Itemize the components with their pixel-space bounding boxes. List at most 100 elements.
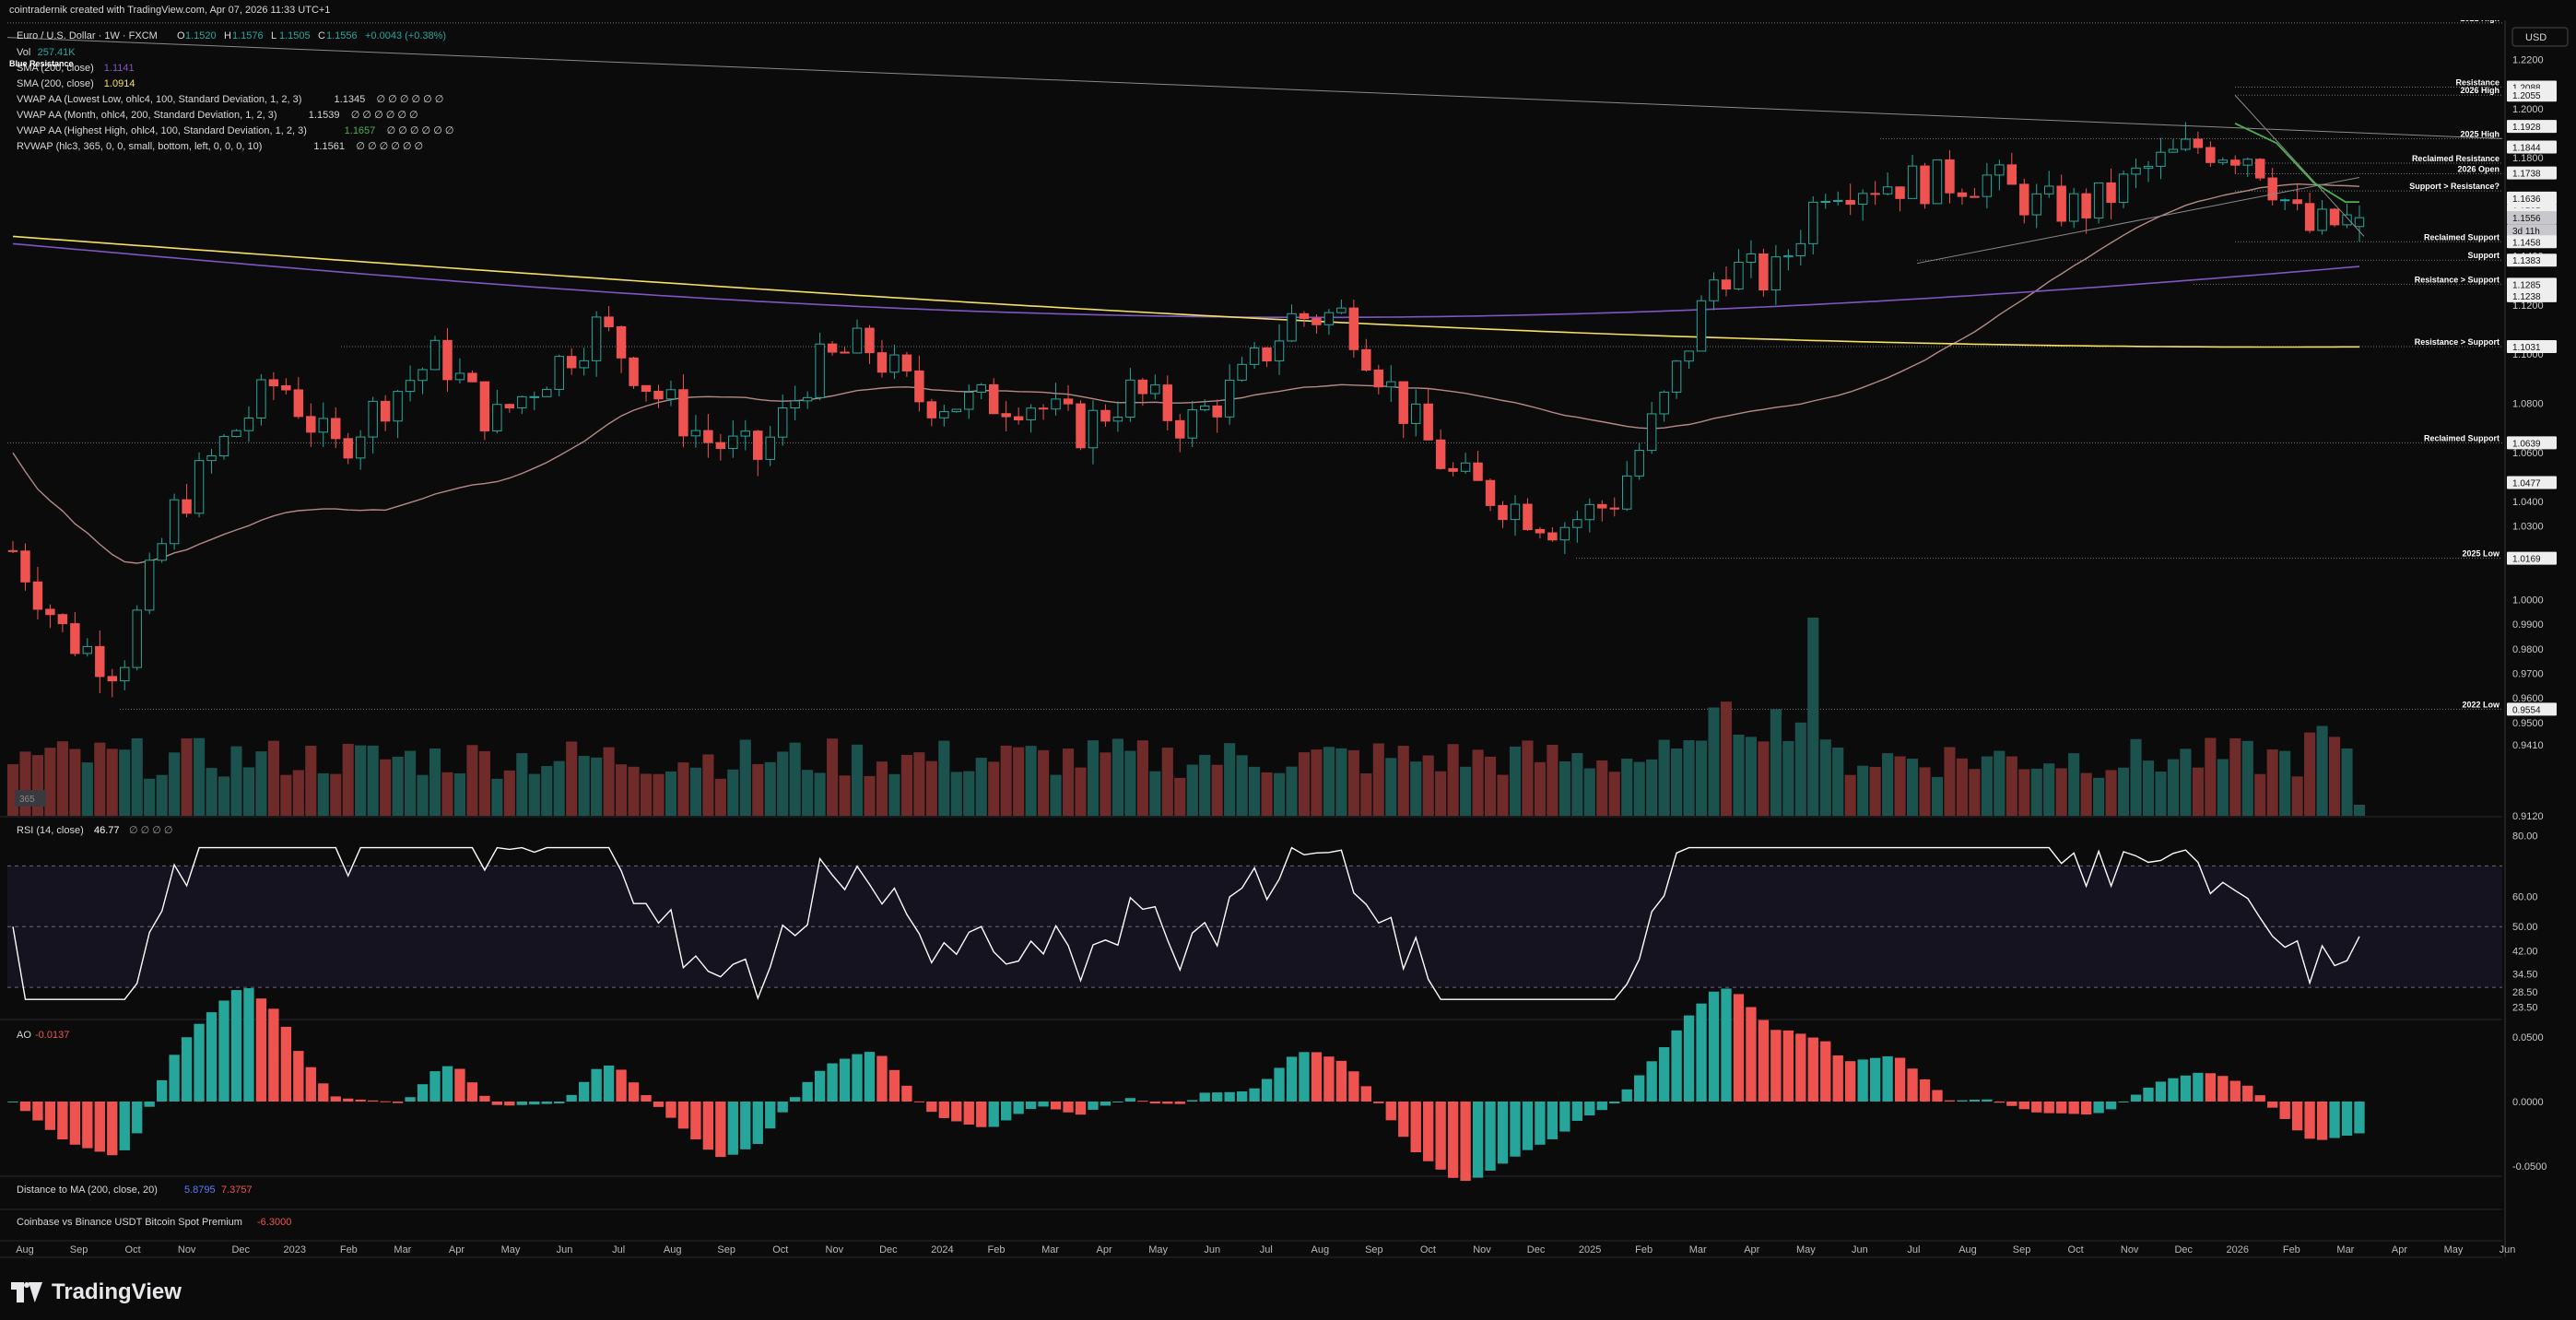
volume-bar — [1112, 738, 1123, 816]
candle-body — [182, 499, 192, 514]
currency-button[interactable]: USD — [2511, 27, 2569, 47]
volume-bar — [106, 748, 118, 816]
ao-tick-label: 0.0000 — [2512, 1097, 2544, 1108]
time-tick-label: Apr — [1744, 1244, 1759, 1255]
candle-body — [964, 392, 974, 410]
time-tick-label: Aug — [1958, 1244, 1977, 1255]
volume-bar — [1534, 761, 1546, 816]
volume-bar — [2180, 748, 2192, 816]
price-tag-text: 1.1383 — [2512, 256, 2541, 266]
volume-bar — [2155, 772, 2167, 816]
volume-bar — [1944, 747, 1956, 816]
rsi-tick-label: 60.00 — [2512, 891, 2538, 902]
volume-bar — [1124, 750, 1136, 816]
indicator-value: 1.1657 — [345, 125, 376, 136]
candle-body — [2031, 193, 2041, 216]
ao-bar — [1571, 1102, 1582, 1121]
volume-bar — [1720, 701, 1733, 816]
candle-body — [95, 645, 105, 678]
ao-bar — [1845, 1061, 1856, 1102]
candle-body — [1162, 384, 1173, 421]
volume-bar — [2142, 760, 2155, 816]
price-tag-text: 1.1238 — [2512, 292, 2541, 302]
candle — [231, 429, 241, 438]
candle-body — [1559, 526, 1570, 541]
distance-title: Distance to MA (200, close, 20) — [17, 1184, 158, 1196]
ao-bar — [765, 1102, 776, 1129]
candle — [2242, 157, 2253, 177]
candle — [82, 638, 93, 657]
candle — [1435, 429, 1446, 470]
volume-bar — [1819, 739, 1831, 816]
ao-bar — [1249, 1088, 1260, 1102]
ao-bar — [541, 1102, 552, 1104]
candle — [876, 339, 888, 378]
candle — [2342, 203, 2352, 229]
candle — [442, 328, 453, 392]
candle — [579, 348, 589, 376]
candle — [1820, 194, 1830, 209]
ao-bar — [1149, 1102, 1160, 1104]
time-tick-label: Feb — [340, 1244, 358, 1255]
volume-bar — [380, 759, 392, 816]
candle — [1485, 477, 1496, 512]
volume-bar — [355, 745, 367, 816]
candle — [2181, 122, 2191, 152]
candle — [1199, 399, 1210, 412]
candle — [1547, 526, 1558, 542]
ao-bar — [702, 1102, 714, 1150]
candle — [2056, 174, 2066, 227]
volume-bar — [1497, 774, 1509, 816]
candle-body — [1734, 261, 1744, 290]
ao-bar — [1088, 1102, 1099, 1110]
volume-bar — [2055, 768, 2067, 816]
ohlc-value: 1.1576 — [232, 30, 264, 41]
candle — [2267, 168, 2277, 206]
ohlc-value: 1.1505 — [279, 30, 311, 41]
ao-bar — [268, 1008, 279, 1102]
candle-body — [57, 614, 68, 625]
volume-bar — [255, 751, 267, 816]
volume-bar — [1136, 740, 1148, 816]
candle-body — [1473, 462, 1483, 481]
candle — [715, 433, 726, 461]
tradingview-logo[interactable]: TradingView — [11, 1276, 182, 1309]
candle — [120, 660, 130, 690]
candle — [1709, 272, 1719, 311]
ao-bar — [218, 1000, 229, 1102]
volume-bar — [1646, 759, 1658, 816]
candle-body — [765, 436, 775, 460]
level-label: Reclaimed Support — [2424, 232, 2500, 242]
candle — [492, 390, 502, 434]
candle-body — [939, 411, 949, 418]
candle-body — [1833, 199, 1843, 203]
ao-value: -0.0137 — [35, 1030, 69, 1041]
ao-bar — [1311, 1052, 1323, 1102]
volume-bar — [2018, 769, 2030, 816]
candle — [591, 311, 602, 377]
candle — [2118, 171, 2129, 209]
ao-bar — [94, 1102, 105, 1152]
candle — [753, 430, 763, 477]
time-tick-label: Jul — [612, 1244, 625, 1255]
candle-body — [218, 436, 229, 457]
time-tick-label: Apr — [2392, 1244, 2407, 1255]
candle-body — [7, 549, 18, 552]
candle — [1249, 342, 1260, 369]
candle — [1622, 461, 1632, 512]
time-tick-label: Nov — [178, 1244, 196, 1255]
ao-bar — [1124, 1098, 1136, 1102]
level-label: 2025 High — [2460, 129, 2500, 138]
time-tick-label: Apr — [1097, 1244, 1112, 1255]
candle-body — [815, 343, 825, 398]
candle-body — [1721, 279, 1732, 290]
ao-bar — [1758, 1019, 1770, 1102]
currency-button-frame[interactable] — [2511, 27, 2569, 47]
rsi-tick-label: 34.50 — [2512, 969, 2538, 980]
volume-bar — [839, 775, 851, 816]
candle-body — [194, 460, 205, 514]
ao-bar — [1584, 1102, 1595, 1116]
price-tick-label: 1.0800 — [2512, 399, 2544, 410]
price-tag — [2507, 211, 2557, 225]
